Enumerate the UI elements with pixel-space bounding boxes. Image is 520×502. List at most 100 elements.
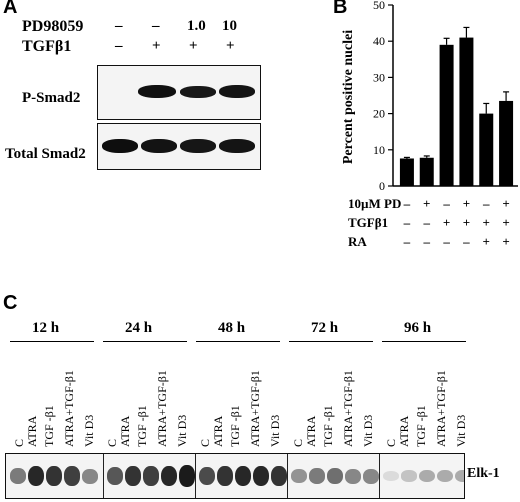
timepoint-label: 96 h bbox=[404, 320, 432, 336]
lane-label: ATRA bbox=[211, 415, 225, 447]
pd-value-2: – bbox=[152, 18, 160, 34]
elk1-band bbox=[327, 467, 343, 485]
blot-divider bbox=[103, 454, 104, 498]
timepoint-label: 48 h bbox=[218, 320, 246, 336]
total-smad2-band-2 bbox=[141, 139, 177, 153]
timepoint-label: 72 h bbox=[311, 320, 339, 336]
timepoint-bracket bbox=[10, 341, 94, 342]
timepoint-label: 24 h bbox=[125, 320, 153, 336]
timepoint-bracket bbox=[103, 341, 187, 342]
elk1-band bbox=[383, 470, 399, 482]
panel-label-b: B bbox=[333, 0, 348, 18]
pd-value-4: 10 bbox=[222, 18, 237, 34]
total-smad2-label: Total Smad2 bbox=[5, 146, 86, 162]
bar bbox=[459, 37, 474, 186]
timepoint-bracket bbox=[289, 341, 373, 342]
timepoint-bracket bbox=[196, 341, 280, 342]
elk1-band bbox=[10, 468, 26, 484]
elk1-band bbox=[363, 468, 379, 484]
elk1-band bbox=[419, 469, 435, 483]
lane-label: Vit D3 bbox=[361, 414, 375, 447]
lane-label: Vit D3 bbox=[268, 414, 282, 447]
condition-sign: – bbox=[442, 196, 450, 211]
elk1-band bbox=[143, 466, 159, 486]
bar bbox=[499, 100, 514, 186]
lane-label: TGF -β1 bbox=[414, 405, 428, 447]
total-smad2-band-1 bbox=[102, 139, 138, 153]
condition-label: TGFβ1 bbox=[348, 215, 388, 230]
timepoint-label: 12 h bbox=[32, 320, 60, 336]
lane-label: Vit D3 bbox=[454, 414, 468, 447]
elk1-band bbox=[437, 469, 453, 483]
blot-divider bbox=[287, 454, 288, 498]
y-tick-label: 20 bbox=[373, 107, 385, 121]
condition-sign: – bbox=[403, 215, 411, 230]
elk1-band bbox=[345, 468, 361, 484]
elk1-band bbox=[125, 466, 141, 486]
tgfb1-label: TGFβ1 bbox=[22, 38, 72, 55]
condition-sign: + bbox=[502, 196, 509, 211]
bar bbox=[399, 158, 414, 186]
pd98059-label: PD98059 bbox=[22, 18, 84, 35]
p-smad2-blot bbox=[97, 65, 261, 120]
y-axis-label: Percent positive nuclei bbox=[341, 30, 356, 164]
lane-label: Vit D3 bbox=[82, 414, 96, 447]
elk1-band bbox=[455, 469, 464, 483]
elk1-band bbox=[235, 465, 251, 487]
condition-sign: – bbox=[423, 234, 431, 249]
lane-label: ATRA bbox=[304, 415, 318, 447]
total-smad2-band-3 bbox=[180, 139, 216, 153]
bar-chart: Percent positive nuclei 0 10 20 30 40 50 10µM… bbox=[341, 0, 518, 249]
bars bbox=[399, 26, 514, 186]
elk1-band bbox=[309, 468, 325, 484]
lane-label: TGF -β1 bbox=[228, 405, 242, 447]
elk1-blot bbox=[5, 453, 465, 499]
condition-sign: + bbox=[502, 234, 509, 249]
condition-label: RA bbox=[348, 234, 367, 249]
tgf-value-3: + bbox=[189, 38, 198, 54]
condition-sign: – bbox=[482, 196, 490, 211]
elk1-band bbox=[161, 465, 177, 487]
total-smad2-blot bbox=[97, 123, 261, 170]
condition-sign: – bbox=[403, 234, 411, 249]
elk1-band bbox=[199, 466, 215, 486]
lane-label: TGF -β1 bbox=[42, 405, 56, 447]
elk1-band bbox=[291, 468, 307, 484]
elk1-band bbox=[64, 466, 80, 486]
condition-sign: – bbox=[462, 234, 470, 249]
lane-label: ATRA bbox=[118, 415, 132, 447]
condition-sign: + bbox=[502, 215, 509, 230]
condition-table: 10µM PD – + – + – +TGFβ1– – + + + +RA – – – – + + bbox=[348, 196, 510, 249]
lane-label: ATRA+TGF-β1 bbox=[62, 370, 76, 447]
condition-sign: + bbox=[423, 196, 430, 211]
panel-label-c: C bbox=[3, 292, 18, 314]
lane-label: TGF -β1 bbox=[135, 405, 149, 447]
elk1-band bbox=[253, 465, 269, 487]
lane-label: Vit D3 bbox=[175, 414, 189, 447]
condition-sign: – bbox=[403, 196, 411, 211]
panel-label-a: A bbox=[3, 0, 18, 18]
p-smad2-band-3 bbox=[180, 86, 216, 98]
condition-sign: – bbox=[442, 234, 450, 249]
lane-label: ATRA+TGF-β1 bbox=[434, 370, 448, 447]
lane-label: TGF -β1 bbox=[321, 405, 335, 447]
y-tick-label: 10 bbox=[373, 143, 385, 157]
tgf-value-1: – bbox=[115, 38, 123, 54]
elk1-band bbox=[271, 466, 287, 486]
tgf-value-2: + bbox=[152, 38, 161, 54]
condition-sign: + bbox=[483, 215, 490, 230]
condition-sign: + bbox=[443, 215, 450, 230]
y-tick-label: 0 bbox=[379, 179, 385, 193]
condition-sign: + bbox=[483, 234, 490, 249]
y-tick-label: 40 bbox=[373, 34, 385, 48]
bar bbox=[419, 157, 434, 186]
condition-sign: + bbox=[463, 215, 470, 230]
blot-divider bbox=[379, 454, 380, 498]
tgf-value-4: + bbox=[226, 38, 235, 54]
y-tick-label: 30 bbox=[373, 70, 385, 84]
lane-label: ATRA+TGF-β1 bbox=[248, 370, 262, 447]
p-smad2-band-4 bbox=[219, 85, 255, 98]
pd-value-3: 1.0 bbox=[187, 18, 206, 34]
timepoint-bracket bbox=[382, 341, 466, 342]
elk1-band bbox=[179, 465, 195, 487]
